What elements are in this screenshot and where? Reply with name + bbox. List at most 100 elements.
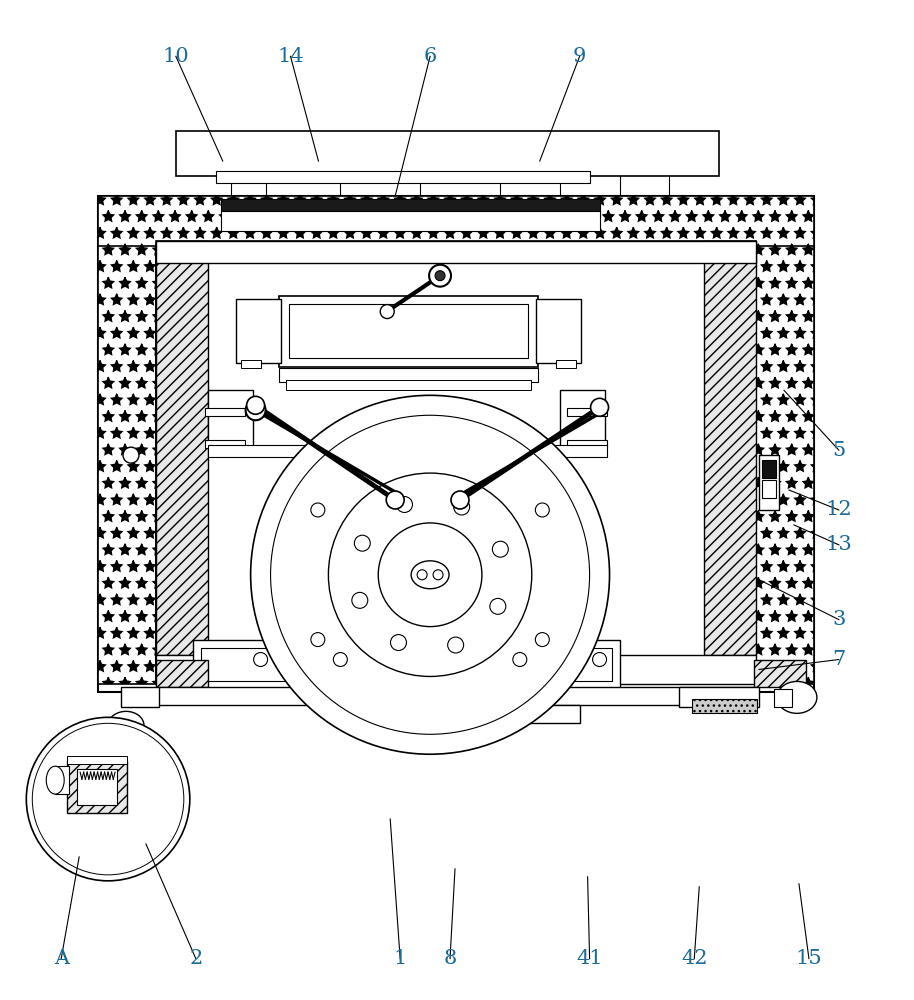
Bar bbox=[774, 689, 792, 707]
FancyArrowPatch shape bbox=[258, 412, 398, 494]
Circle shape bbox=[536, 633, 549, 647]
Bar bbox=[559, 390, 604, 448]
Bar bbox=[567, 408, 607, 416]
Circle shape bbox=[536, 503, 549, 517]
Circle shape bbox=[448, 637, 463, 653]
Circle shape bbox=[311, 503, 324, 517]
Bar bbox=[236, 299, 281, 363]
Bar bbox=[205, 440, 245, 448]
Circle shape bbox=[352, 592, 367, 608]
Bar bbox=[156, 660, 207, 687]
Bar bbox=[77, 769, 117, 805]
Bar bbox=[762, 480, 776, 498]
Bar bbox=[692, 699, 757, 713]
Circle shape bbox=[435, 271, 445, 281]
Circle shape bbox=[378, 523, 482, 627]
Bar bbox=[536, 299, 580, 363]
Ellipse shape bbox=[47, 766, 64, 794]
Circle shape bbox=[123, 447, 139, 463]
Bar bbox=[762, 460, 776, 478]
Text: 12: 12 bbox=[825, 500, 852, 519]
Circle shape bbox=[429, 265, 451, 287]
Bar bbox=[156, 241, 756, 263]
Circle shape bbox=[247, 396, 264, 414]
Circle shape bbox=[380, 305, 394, 319]
Bar bbox=[220, 199, 600, 213]
Bar bbox=[754, 660, 806, 687]
Circle shape bbox=[311, 633, 324, 647]
Text: 42: 42 bbox=[681, 949, 707, 968]
Bar bbox=[207, 445, 607, 457]
Circle shape bbox=[32, 723, 184, 875]
Circle shape bbox=[513, 653, 526, 666]
Text: 6: 6 bbox=[423, 47, 437, 66]
Bar bbox=[289, 304, 527, 358]
Circle shape bbox=[417, 570, 427, 580]
Bar bbox=[156, 687, 756, 705]
Bar bbox=[207, 390, 252, 448]
Bar bbox=[240, 360, 260, 368]
Ellipse shape bbox=[411, 561, 449, 589]
Bar bbox=[201, 648, 611, 681]
Ellipse shape bbox=[777, 681, 817, 713]
Circle shape bbox=[453, 499, 470, 515]
Circle shape bbox=[387, 491, 404, 509]
Bar bbox=[156, 241, 756, 684]
Bar bbox=[193, 640, 620, 689]
Text: 3: 3 bbox=[832, 610, 845, 629]
Circle shape bbox=[493, 541, 508, 557]
Bar bbox=[156, 241, 207, 655]
Circle shape bbox=[397, 497, 412, 512]
Circle shape bbox=[250, 395, 610, 754]
Bar bbox=[705, 241, 756, 655]
Bar bbox=[494, 705, 579, 723]
FancyArrowPatch shape bbox=[462, 412, 602, 494]
Text: 15: 15 bbox=[795, 949, 823, 968]
Text: A: A bbox=[54, 949, 69, 968]
Bar bbox=[285, 380, 531, 390]
Bar bbox=[121, 687, 159, 707]
Circle shape bbox=[451, 491, 469, 509]
Circle shape bbox=[271, 415, 590, 734]
Circle shape bbox=[592, 653, 607, 666]
Bar bbox=[279, 296, 537, 367]
Ellipse shape bbox=[108, 711, 143, 739]
Text: 1: 1 bbox=[394, 949, 407, 968]
Text: 8: 8 bbox=[443, 949, 457, 968]
Circle shape bbox=[590, 398, 609, 416]
Circle shape bbox=[27, 717, 190, 881]
Bar bbox=[220, 211, 600, 231]
Text: 5: 5 bbox=[833, 441, 845, 460]
Circle shape bbox=[328, 473, 532, 676]
Bar bbox=[156, 655, 756, 684]
Bar bbox=[175, 131, 719, 176]
Circle shape bbox=[246, 400, 266, 420]
Circle shape bbox=[433, 570, 443, 580]
Bar bbox=[216, 171, 590, 183]
Bar bbox=[756, 246, 813, 684]
Bar bbox=[68, 761, 127, 813]
Text: 13: 13 bbox=[825, 535, 852, 554]
Text: 14: 14 bbox=[277, 47, 303, 66]
Bar bbox=[279, 368, 537, 382]
Text: 9: 9 bbox=[573, 47, 586, 66]
Bar bbox=[98, 196, 813, 254]
Bar bbox=[760, 455, 779, 510]
Bar bbox=[68, 756, 127, 764]
Text: 7: 7 bbox=[833, 650, 845, 669]
Circle shape bbox=[490, 598, 505, 614]
Bar bbox=[205, 408, 245, 416]
Circle shape bbox=[334, 653, 347, 666]
Bar bbox=[679, 687, 760, 707]
Text: 10: 10 bbox=[163, 47, 189, 66]
Bar bbox=[98, 246, 156, 684]
Text: 2: 2 bbox=[189, 949, 202, 968]
Circle shape bbox=[253, 653, 268, 666]
Bar bbox=[567, 440, 607, 448]
Bar bbox=[55, 766, 69, 794]
Bar bbox=[345, 705, 515, 723]
Text: 41: 41 bbox=[577, 949, 603, 968]
Bar bbox=[98, 196, 813, 692]
Circle shape bbox=[355, 535, 370, 551]
Bar bbox=[556, 360, 576, 368]
